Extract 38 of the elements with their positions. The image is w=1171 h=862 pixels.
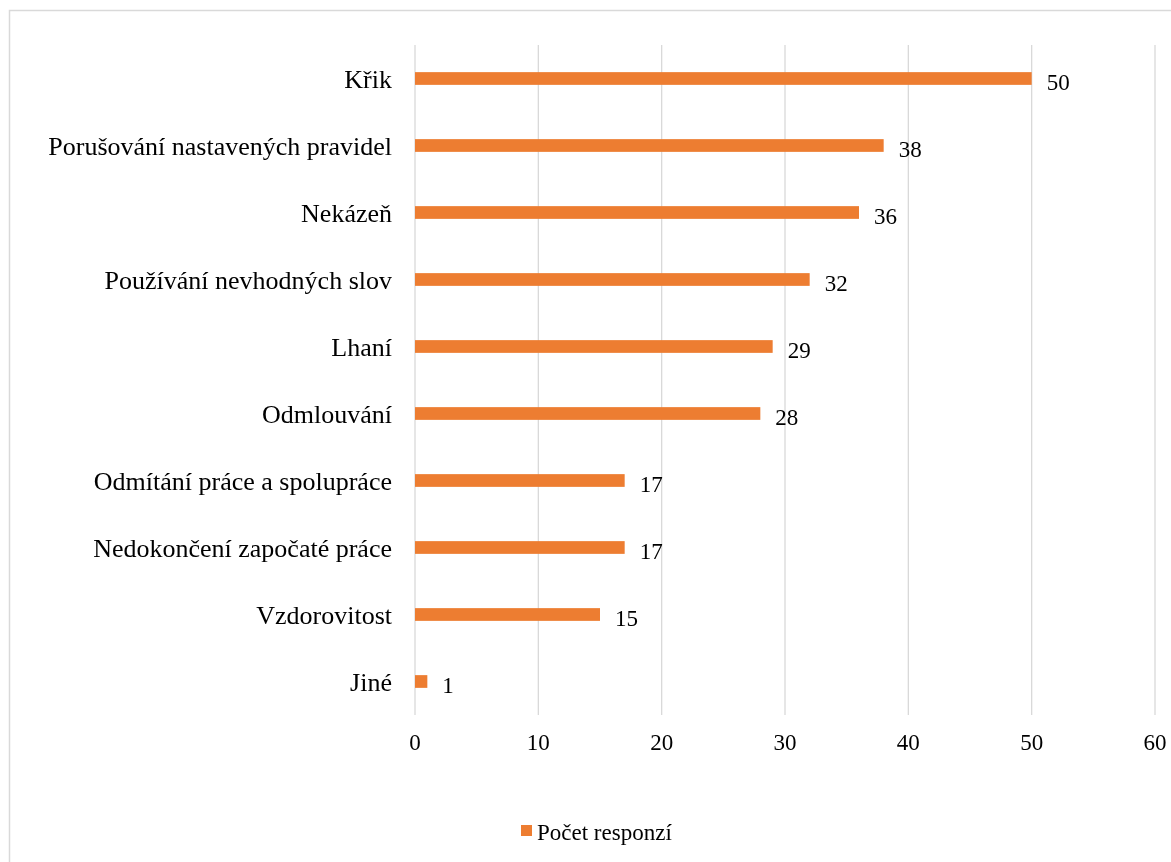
x-tick-label: 10 [526,730,550,755]
bar [415,273,810,286]
y-tick-label: Odmlouvání [262,399,392,429]
data-label: 1 [442,673,454,698]
y-tick-label: Používání nevhodných slov [104,265,392,295]
y-tick-label: Křik [344,64,392,94]
data-label: 28 [775,405,799,430]
data-label: 15 [615,606,638,631]
y-tick-label: Porušování nastavených pravidel [48,131,392,161]
y-tick-label: Nedokončení započaté práce [93,533,392,563]
y-tick-label: Jiné [350,667,392,697]
legend-label: Počet responzí [537,820,673,846]
x-tick-label: 30 [773,730,797,755]
bar [415,340,773,353]
bar [415,407,761,420]
bar [415,608,600,621]
y-tick-label: Nekázeň [301,198,392,228]
y-tick-label: Odmítání práce a spolupráce [93,466,392,496]
x-tick-label: 20 [650,730,674,755]
y-tick-label: Vzdorovitost [256,600,393,630]
data-label: 36 [874,204,897,229]
bar [415,72,1032,85]
data-label: 17 [639,539,663,564]
data-label: 17 [639,472,663,497]
x-tick-label: 50 [1020,730,1044,755]
y-tick-label: Lhaní [331,332,392,362]
data-label: 38 [898,137,922,162]
bar [415,541,625,554]
data-label: 29 [787,338,811,363]
bar [415,474,625,487]
x-tick-label: 60 [1143,730,1167,755]
bar [415,206,859,219]
x-tick-label: 0 [409,730,421,755]
data-label: 50 [1046,70,1070,95]
data-label: 32 [824,271,848,296]
bar [415,139,884,152]
bar [415,675,428,688]
x-tick-label: 40 [896,730,920,755]
